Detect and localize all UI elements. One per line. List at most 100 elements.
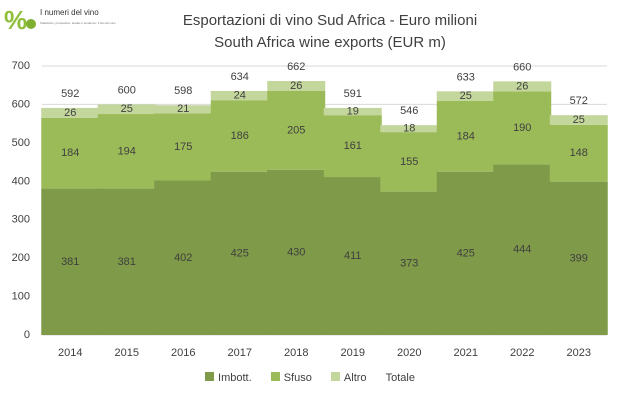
- y-tick-label: 400: [12, 175, 30, 187]
- data-label: 381: [118, 256, 136, 268]
- y-tick-label: 500: [12, 137, 30, 149]
- legend-swatch-altro: [330, 372, 340, 381]
- legend-item-altro: Altro: [330, 372, 367, 384]
- data-label: 373: [400, 257, 418, 269]
- total-label: 662: [287, 61, 305, 73]
- total-label: 572: [570, 95, 588, 107]
- data-label: 425: [231, 247, 249, 259]
- data-label: 430: [287, 246, 305, 258]
- legend-swatch-imbott: [205, 372, 215, 381]
- y-tick-label: 700: [12, 60, 30, 72]
- data-label: 399: [570, 252, 588, 264]
- total-label: 592: [61, 88, 79, 100]
- bar-segment: [210, 171, 269, 335]
- percent-icon: %: [4, 5, 27, 35]
- bar-segment: [436, 91, 495, 101]
- data-label: 411: [344, 250, 362, 262]
- bar-segment: [267, 169, 326, 335]
- data-label: 184: [457, 130, 475, 142]
- data-label: 194: [118, 145, 136, 157]
- x-tick-label: 2018: [284, 347, 308, 359]
- bar-segment: [154, 113, 213, 181]
- bar-segment: [154, 105, 213, 114]
- bar-segment: [97, 114, 156, 189]
- data-label: 444: [513, 244, 531, 256]
- bar-segment: [380, 132, 439, 192]
- x-tick-label: 2021: [454, 347, 478, 359]
- legend-label-imbott: Imbott.: [218, 372, 252, 384]
- data-label: 190: [513, 122, 531, 134]
- bar-segment: [323, 107, 382, 116]
- legend-swatch-sfuso: [270, 372, 280, 381]
- bar-segment: [323, 115, 382, 178]
- data-label: 205: [287, 124, 305, 136]
- bar-segment: [210, 90, 269, 101]
- x-tick-label: 2014: [58, 347, 82, 359]
- bar-segment: [267, 90, 326, 170]
- bar-segment: [210, 100, 269, 172]
- data-label: 18: [403, 123, 415, 135]
- bar-segment: [436, 100, 495, 172]
- bar-segment: [41, 117, 100, 189]
- data-label: 184: [61, 147, 79, 159]
- bar-segment: [380, 191, 439, 335]
- legend-item-totale: Totale: [386, 372, 415, 384]
- total-label: 634: [231, 71, 249, 83]
- bar-segment: [493, 91, 552, 165]
- data-label: 155: [400, 156, 418, 168]
- y-tick-label: 600: [12, 98, 30, 110]
- logo: % I numeri del vino Statistiche, prospet…: [4, 2, 154, 42]
- x-tick-label: 2022: [510, 347, 534, 359]
- total-label: 660: [513, 61, 531, 73]
- legend: Imbott. Sfuso Altro Totale: [0, 372, 620, 384]
- data-label: 25: [573, 114, 585, 126]
- bar-segment: [97, 188, 156, 335]
- bar-segment: [267, 80, 326, 91]
- bar-segment: [97, 104, 156, 115]
- y-tick-label: 300: [12, 214, 30, 226]
- data-label: 25: [460, 90, 472, 102]
- chart-plot: 0 100 200 300 400 500 600 700 381 184 26 592 2014 381…: [12, 60, 608, 359]
- data-label: 24: [234, 90, 246, 102]
- data-label: 21: [177, 103, 189, 115]
- total-label: 600: [118, 84, 136, 96]
- data-label: 175: [174, 141, 192, 153]
- legend-label-altro: Altro: [343, 372, 367, 384]
- y-tick-label: 100: [12, 291, 30, 303]
- y-tick-label: 0: [24, 329, 30, 341]
- data-label: 19: [347, 106, 359, 118]
- grape-icon: [26, 19, 36, 29]
- bar-segment: [493, 81, 552, 92]
- legend-item-sfuso: Sfuso: [270, 372, 312, 384]
- data-label: 161: [344, 140, 362, 152]
- data-label: 26: [290, 80, 302, 92]
- x-tick-label: 2019: [341, 347, 365, 359]
- data-label: 26: [516, 80, 528, 92]
- legend-label-totale: Totale: [385, 372, 415, 384]
- bar-segment: [154, 180, 213, 335]
- data-label: 148: [570, 147, 588, 159]
- x-tick-label: 2015: [115, 347, 139, 359]
- data-label: 25: [121, 103, 133, 115]
- bar-segment: [380, 125, 439, 133]
- data-label: 186: [231, 130, 249, 142]
- chart-subtitle: South Africa wine exports (EUR m): [214, 34, 446, 51]
- legend-label-sfuso: Sfuso: [283, 372, 312, 384]
- total-label: 591: [344, 88, 362, 100]
- x-tick-label: 2020: [397, 347, 421, 359]
- bar-segment: [549, 115, 608, 125]
- bar-segment: [41, 107, 100, 118]
- bar-segment: [549, 181, 608, 335]
- logo-tagline: Statistiche, prospettive, analisi e tend…: [40, 21, 116, 25]
- data-label: 381: [61, 256, 79, 268]
- total-label: 546: [400, 105, 418, 117]
- total-label: 633: [457, 71, 475, 83]
- x-tick-label: 2017: [228, 347, 252, 359]
- bar-segment: [493, 164, 552, 335]
- y-tick-label: 200: [12, 252, 30, 264]
- x-tick-label: 2016: [171, 347, 195, 359]
- total-label: 598: [174, 85, 192, 97]
- logo-graphic: % I numeri del vino Statistiche, prospet…: [4, 5, 116, 35]
- x-tick-label: 2023: [567, 347, 591, 359]
- data-label: 402: [174, 252, 192, 264]
